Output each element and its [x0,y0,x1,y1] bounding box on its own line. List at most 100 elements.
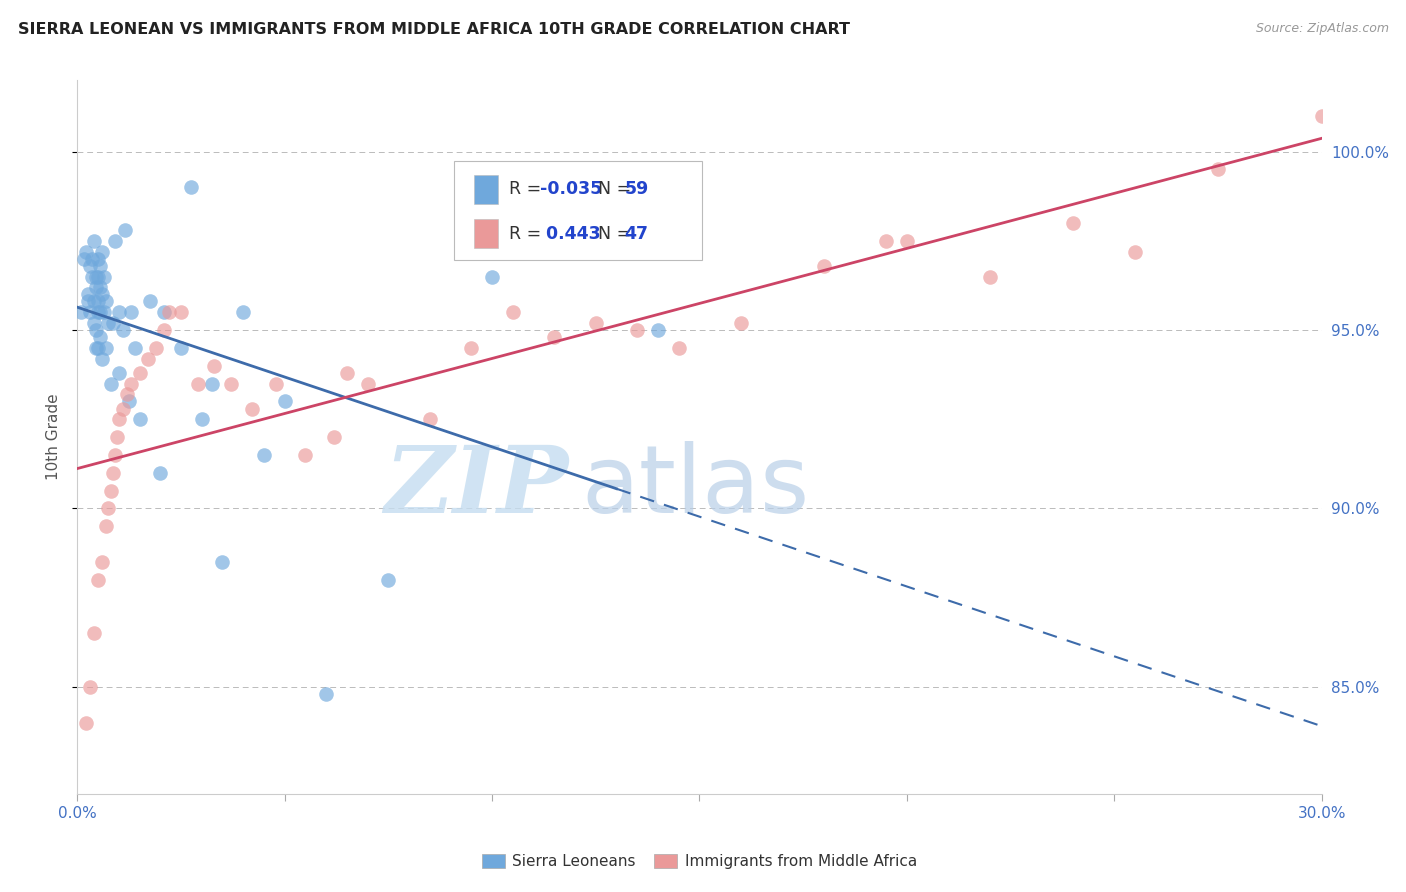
Point [157,305,180,319]
Point [266,376,288,391]
Point [115,387,138,401]
Point [896,234,918,248]
Point [979,269,1001,284]
Point [87,573,110,587]
Point [120,305,142,319]
Point [502,305,524,319]
Text: R =: R = [509,180,547,198]
Text: ZIP: ZIP [385,442,569,532]
Point [93,269,115,284]
Point [89,259,111,273]
Point [80,252,103,266]
Point [87,341,110,355]
Text: 0.443: 0.443 [540,225,600,243]
Text: N =: N = [586,180,637,198]
Text: 47: 47 [624,225,648,243]
Point [91,555,114,569]
Point [75,244,97,259]
Point [274,394,297,409]
Point [108,412,131,426]
Point [253,448,276,462]
Point [232,305,254,319]
Point [180,180,202,194]
Point [89,280,111,294]
Point [202,359,225,373]
Point [79,305,101,319]
Point [153,323,176,337]
Point [80,269,103,284]
Point [219,376,242,391]
Point [120,376,142,391]
Point [875,234,897,248]
Point [84,269,107,284]
Point [83,316,105,330]
Point [294,448,316,462]
Point [105,430,128,444]
Point [460,341,482,355]
Point [87,269,110,284]
Point [75,715,97,730]
Point [128,366,150,380]
Point [128,412,150,426]
Point [79,680,101,694]
Point [240,401,263,416]
Point [97,501,120,516]
Point [93,305,115,319]
Legend: Sierra Leoneans, Immigrants from Middle Africa: Sierra Leoneans, Immigrants from Middle … [475,847,924,875]
Point [84,323,107,337]
Point [70,305,93,319]
Point [114,223,136,237]
Text: -0.035: -0.035 [540,180,602,198]
Point [1123,244,1146,259]
Point [1310,109,1333,123]
Point [83,294,105,309]
Point [323,430,346,444]
Point [79,259,101,273]
Point [100,376,122,391]
Point [187,376,209,391]
Point [1206,162,1229,177]
Text: SIERRA LEONEAN VS IMMIGRANTS FROM MIDDLE AFRICA 10TH GRADE CORRELATION CHART: SIERRA LEONEAN VS IMMIGRANTS FROM MIDDLE… [18,22,851,37]
Point [523,223,546,237]
Point [108,366,131,380]
Point [101,316,124,330]
Point [481,269,503,284]
Point [315,687,337,701]
Point [170,341,193,355]
Point [96,294,118,309]
Point [377,573,399,587]
Point [357,376,380,391]
Point [201,376,224,391]
Point [104,234,127,248]
Point [96,341,118,355]
Point [87,305,110,319]
Point [730,316,752,330]
Point [89,330,111,344]
Point [111,323,134,337]
Point [585,316,607,330]
Point [139,294,162,309]
Point [76,287,98,301]
Point [84,341,107,355]
Point [111,401,134,416]
Point [83,626,105,640]
Point [153,305,176,319]
Point [118,394,141,409]
Point [72,252,94,266]
Point [89,305,111,319]
Point [145,341,167,355]
Text: Source: ZipAtlas.com: Source: ZipAtlas.com [1256,22,1389,36]
Text: atlas: atlas [581,441,810,533]
Text: N =: N = [586,225,637,243]
Point [83,234,105,248]
Point [76,294,98,309]
Point [96,519,118,533]
Point [97,316,120,330]
Point [813,259,835,273]
Point [668,341,690,355]
Point [91,287,114,301]
Point [211,555,233,569]
Point [191,412,214,426]
Point [626,323,648,337]
Point [149,466,172,480]
